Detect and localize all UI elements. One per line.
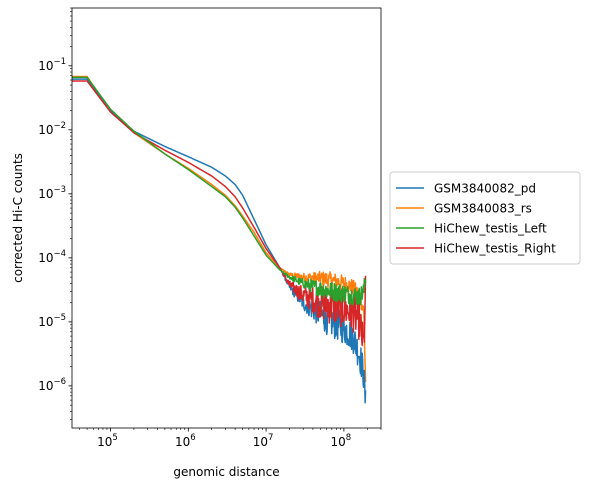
y-axis: 10−6 10−5 10−4 10−3 10−2 10−1	[38, 7, 72, 420]
y-tick-label: 10−6	[38, 377, 66, 393]
legend-label: HiChew_testis_Left	[434, 222, 547, 236]
x-tick-label: 107	[253, 433, 274, 449]
x-tick-label: 105	[97, 433, 118, 449]
x-axis-label: genomic distance	[173, 465, 279, 479]
legend-label: GSM3840083_rs	[434, 202, 532, 216]
series-line-GSM3840083_rs	[72, 75, 367, 382]
plot-frame	[71, 7, 382, 429]
x-axis: 105 106 107 108	[79, 428, 382, 449]
series-line-HiChew_testis_Right	[72, 80, 367, 347]
x-tick-label: 106	[175, 433, 196, 449]
y-tick-label: 10−4	[38, 249, 66, 265]
series-line-HiChew_testis_Left	[72, 76, 367, 306]
x-tick-label: 108	[331, 433, 352, 449]
legend-box	[389, 171, 581, 265]
legend-label: GSM3840082_pd	[434, 182, 536, 196]
y-tick-label: 10−5	[38, 313, 66, 329]
series-layer	[72, 75, 367, 404]
legend-label: HiChew_testis_Right	[434, 242, 556, 256]
y-tick-label: 10−2	[38, 121, 66, 137]
y-axis-label: corrected Hi-C counts	[11, 153, 25, 283]
series-line-GSM3840082_pd	[72, 78, 367, 404]
y-tick-label: 10−1	[38, 57, 66, 73]
y-tick-label: 10−3	[38, 185, 66, 201]
legend: GSM3840082_pd GSM3840083_rs HiChew_testis_…	[389, 171, 581, 265]
